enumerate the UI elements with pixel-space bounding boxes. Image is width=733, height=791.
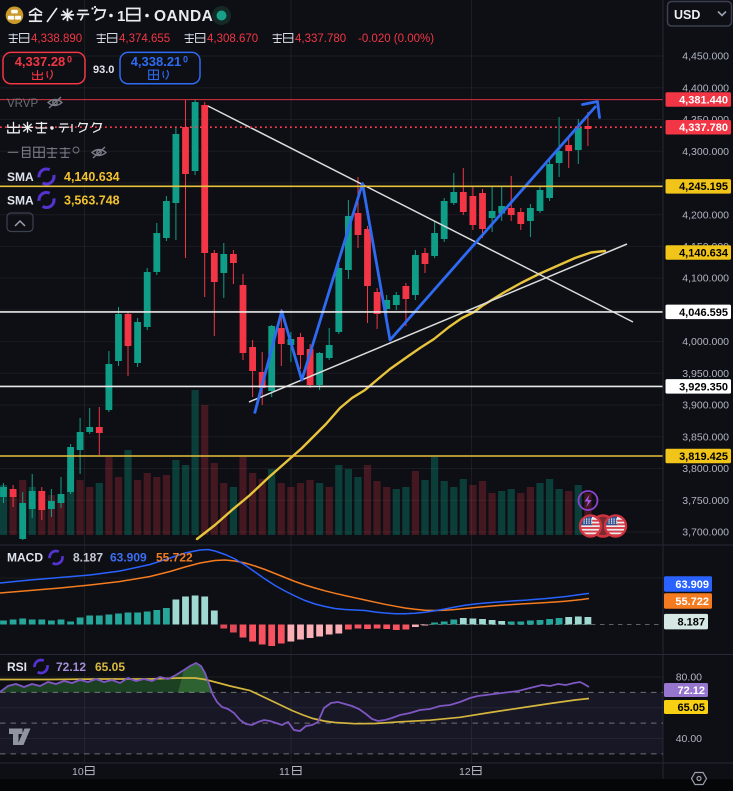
svg-text:-0.020 (0.00%): -0.020 (0.00%) [358,33,434,45]
svg-text:4,338.890: 4,338.890 [31,33,82,45]
svg-text:11: 11 [279,766,290,778]
svg-text:4,046.595: 4,046.595 [679,307,728,319]
svg-text:4,308.670: 4,308.670 [207,33,258,45]
svg-text:RSI: RSI [7,660,27,674]
svg-text:3,700.000: 3,700.000 [682,527,729,539]
svg-text:93.0: 93.0 [93,64,114,76]
svg-text:4,374.655: 4,374.655 [119,33,170,45]
svg-text:63.909: 63.909 [675,579,709,591]
svg-text:4,400.000: 4,400.000 [682,82,729,94]
svg-text:3,929.350: 3,929.350 [679,381,728,393]
svg-text:4,140.634: 4,140.634 [679,247,729,259]
svg-text:4,381.440: 4,381.440 [679,95,728,107]
svg-text:3,950.000: 3,950.000 [682,368,729,380]
svg-text:3,800.000: 3,800.000 [682,463,729,475]
svg-text:55.722: 55.722 [156,551,193,565]
svg-text:OANDA: OANDA [154,8,213,25]
svg-text:SMA: SMA [7,170,34,184]
svg-text:3,900.000: 3,900.000 [682,400,729,412]
svg-text:4,300.000: 4,300.000 [682,146,729,158]
svg-text:4,337.780: 4,337.780 [295,33,346,45]
svg-text:3,819.425: 3,819.425 [679,451,728,463]
svg-text:4,338.21: 4,338.21 [131,54,182,69]
svg-text:0: 0 [183,55,188,65]
svg-text:72.12: 72.12 [677,685,705,697]
svg-text:4,245.195: 4,245.195 [679,181,728,193]
svg-text:4,200.000: 4,200.000 [682,209,729,221]
svg-text:1: 1 [117,8,125,25]
svg-text:USD: USD [674,8,700,22]
svg-text:40.00: 40.00 [676,733,702,745]
svg-text:MACD: MACD [7,551,43,565]
svg-text:4,100.000: 4,100.000 [682,273,729,285]
svg-text:4,000.000: 4,000.000 [682,336,729,348]
svg-text:4,140.634: 4,140.634 [64,170,120,184]
svg-text:8.187: 8.187 [73,551,103,565]
svg-text:3,563.748: 3,563.748 [64,194,120,208]
svg-text:80.00: 80.00 [676,672,702,684]
svg-text:SMA: SMA [7,194,34,208]
svg-text:8.187: 8.187 [677,617,705,629]
svg-text:4,337.780: 4,337.780 [679,122,728,134]
svg-text:12: 12 [459,766,471,778]
svg-text:65.05: 65.05 [95,660,125,674]
svg-text:3,750.000: 3,750.000 [682,495,729,507]
svg-text:VRVP: VRVP [7,98,38,110]
svg-text:63.909: 63.909 [110,551,147,565]
svg-text:10: 10 [72,766,84,778]
svg-text:72.12: 72.12 [56,660,86,674]
svg-text:3,850.000: 3,850.000 [682,431,729,443]
svg-text:4,450.000: 4,450.000 [682,51,729,63]
svg-text:65.05: 65.05 [677,702,705,714]
svg-text:0: 0 [67,55,72,65]
svg-text:4,337.28: 4,337.28 [15,54,66,69]
svg-text:55.722: 55.722 [675,596,709,608]
